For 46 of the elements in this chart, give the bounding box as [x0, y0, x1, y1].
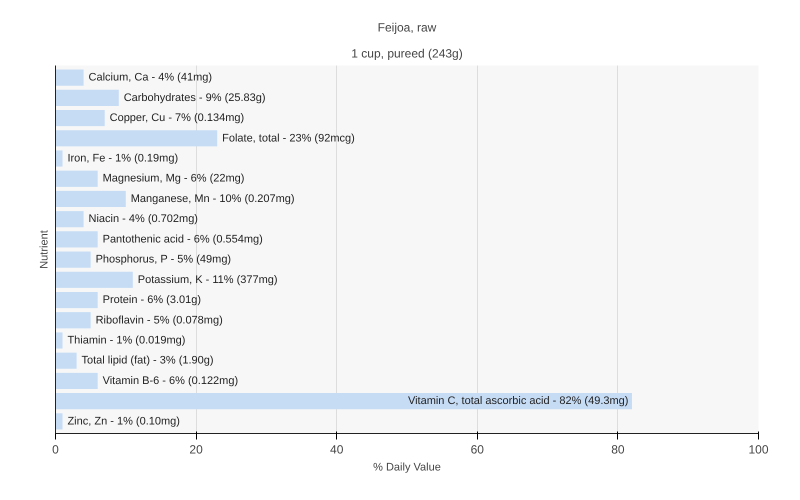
chart-subtitle: 1 cup, pureed (243g): [351, 46, 463, 60]
bar: [56, 170, 98, 187]
bar: [56, 272, 133, 288]
bar: [56, 130, 218, 146]
x-axis-title: % Daily Value: [373, 462, 441, 474]
bar: [56, 150, 63, 167]
bar: [56, 110, 105, 126]
bar: [56, 231, 98, 248]
y-tick-label: Vitamin C, total ascorbic acid - 82% (49.3mg): [408, 395, 628, 408]
bar: [56, 372, 98, 390]
y-tick-label: Carbohydrates - 9% (25.83g): [124, 92, 266, 104]
bar: [56, 70, 84, 86]
y-tick-label: Zinc, Zn - 1% (0.10mg): [67, 415, 180, 428]
bar: [56, 413, 63, 430]
x-tick-label: 60: [470, 442, 484, 456]
x-tick-label: 40: [330, 442, 344, 456]
y-tick-label: Pantothenic acid - 6% (0.554mg): [102, 233, 263, 246]
x-tick-label: 100: [748, 442, 769, 456]
y-tick-label: Niacin - 4% (0.702mg): [88, 213, 198, 226]
bar: [56, 252, 91, 268]
bar: [56, 332, 63, 349]
bar: [56, 211, 84, 228]
y-tick-label: Copper, Cu - 7% (0.134mg): [110, 112, 244, 124]
y-tick-label: Folate, total - 23% (92mcg): [222, 132, 355, 144]
y-tick-label: Calcium, Ca - 4% (41mg): [88, 72, 212, 84]
x-tick-label: 80: [611, 442, 625, 456]
y-tick-label: Phosphorus, P - 5% (49mg): [96, 254, 232, 266]
y-tick-label: Potassium, K - 11% (377mg): [138, 274, 278, 286]
y-tick-label: Protein - 6% (3.01g): [102, 294, 202, 306]
bar: [56, 352, 77, 369]
bar: [56, 292, 98, 308]
y-tick-label: Manganese, Mn - 10% (0.207mg): [130, 192, 295, 205]
y-tick-label: Thiamin - 1% (0.019mg): [67, 334, 186, 346]
bar: [56, 312, 91, 328]
chart-title: Feijoa, raw: [378, 20, 437, 34]
bar: [56, 190, 126, 208]
y-tick-label: Vitamin B-6 - 6% (0.122mg): [102, 374, 238, 387]
y-tick-label: Total lipid (fat) - 3% (1.90g): [82, 354, 214, 367]
y-axis-title: Nutrient: [38, 230, 50, 269]
x-tick-label: 0: [52, 442, 60, 456]
y-tick-label: Riboflavin - 5% (0.078mg): [96, 314, 223, 326]
x-tick-label: 20: [189, 442, 204, 456]
bar: [56, 393, 632, 410]
y-tick-label: Magnesium, Mg - 6% (22mg): [102, 172, 244, 185]
bar: [56, 90, 119, 106]
y-tick-label: Iron, Fe - 1% (0.19mg): [67, 152, 178, 165]
